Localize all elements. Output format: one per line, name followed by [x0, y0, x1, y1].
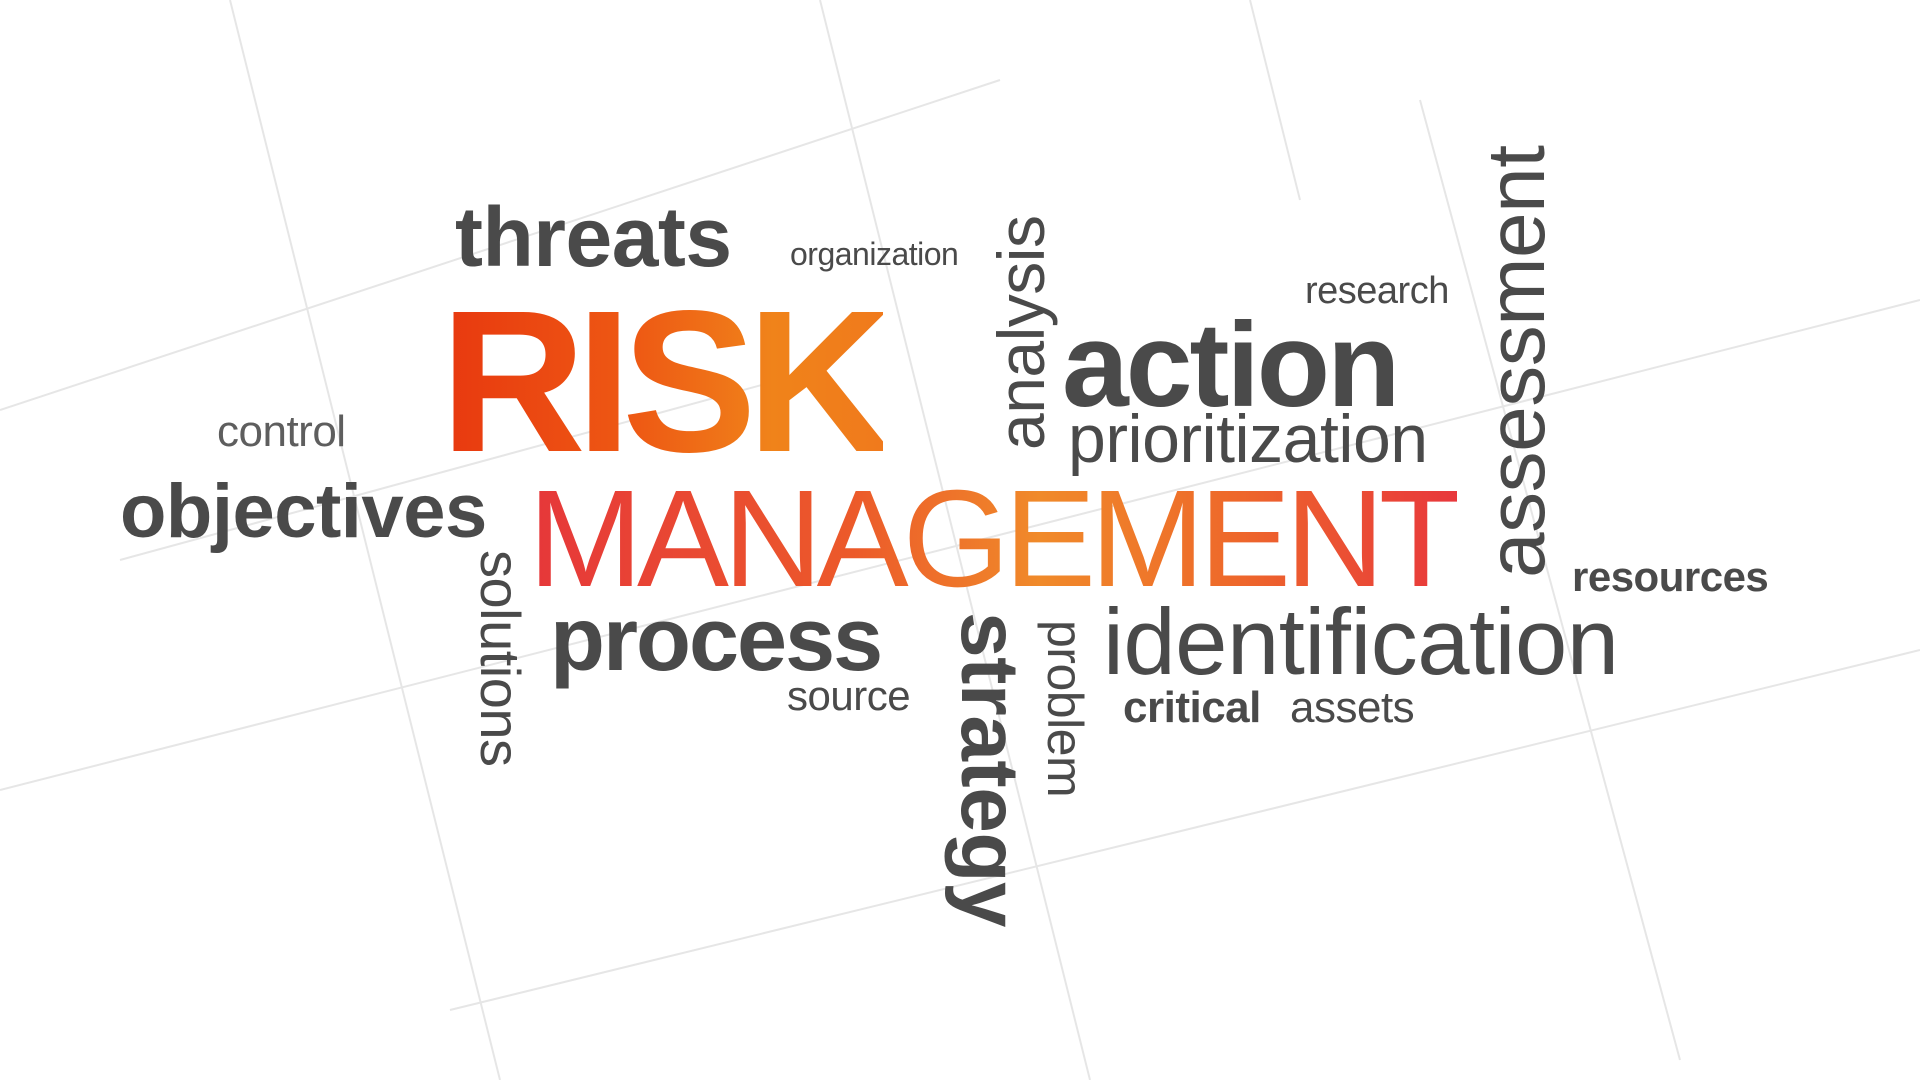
word-resources: resources [1572, 553, 1769, 600]
word-prioritization: prioritization [1068, 401, 1428, 477]
word-identification: identification [1103, 589, 1619, 694]
word-process: process [550, 590, 883, 690]
word-objectives: objectives [120, 469, 487, 554]
word-control: control [217, 407, 346, 456]
word-assessment: assessment [1471, 145, 1562, 578]
word-research: research [1305, 270, 1449, 312]
word-analysis: analysis [984, 215, 1058, 450]
word-threats: threats [455, 190, 732, 284]
word-management: MANAGEMENT [528, 462, 1463, 616]
word-assets: assets [1290, 683, 1415, 732]
word-risk: RISK [440, 268, 893, 494]
word-problem: problem [1037, 620, 1093, 798]
word-organization: organization [790, 236, 959, 272]
word-critical: critical [1123, 683, 1261, 732]
word-strategy: strategy [944, 612, 1035, 928]
word-solutions: solutions [469, 550, 532, 767]
word-source: source [787, 672, 911, 719]
word-action: action [1062, 298, 1400, 432]
